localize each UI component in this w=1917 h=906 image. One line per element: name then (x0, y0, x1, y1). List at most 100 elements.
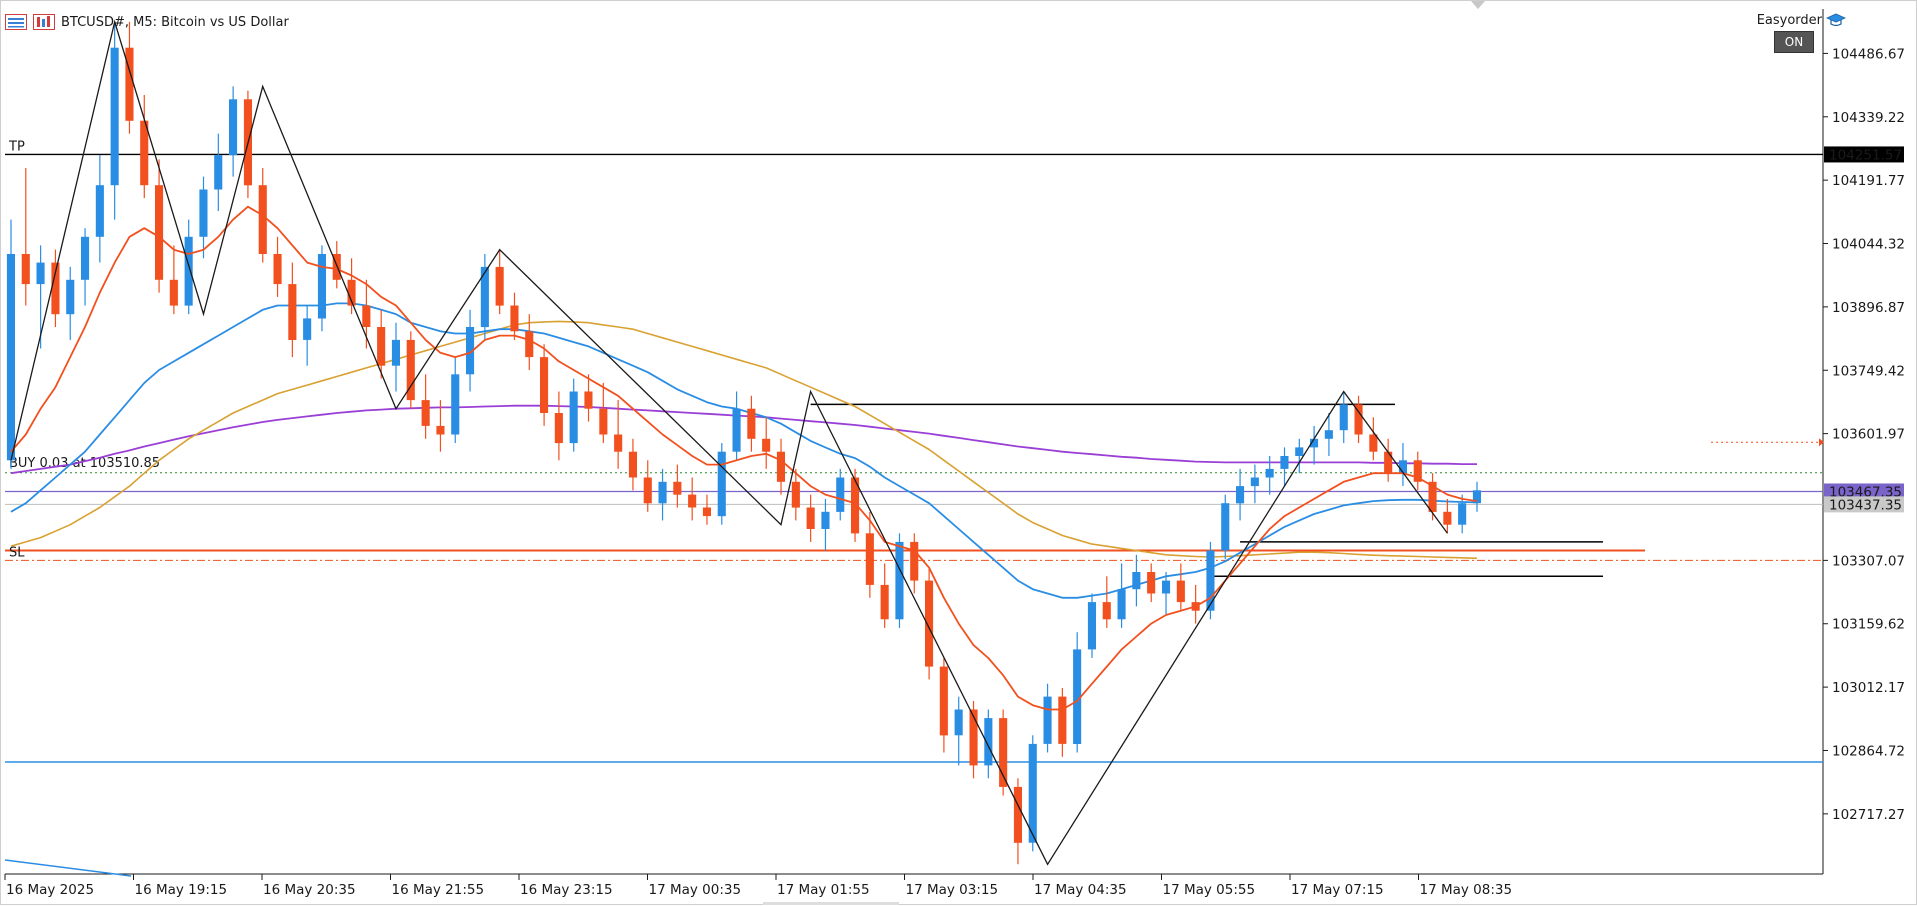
candle-body (643, 477, 652, 504)
candle-body (688, 494, 697, 508)
candle-body (747, 408, 756, 439)
sl-label: SL (9, 546, 25, 561)
price-tick-label: 102717.27 (1832, 807, 1905, 823)
candle-body (140, 120, 149, 186)
graduation-cap-icon[interactable] (1826, 12, 1846, 28)
candle-body (554, 413, 563, 444)
candle-body (480, 266, 489, 328)
candle-body (954, 709, 963, 736)
candle-body (6, 254, 16, 461)
candle-body (939, 666, 948, 736)
candle-body (865, 533, 874, 585)
candle-body (762, 438, 771, 452)
chart-menu-icon[interactable] (5, 14, 27, 30)
candle-body (584, 391, 593, 409)
time-tick-label: 17 May 04:35 (1034, 882, 1127, 898)
time-tick-label: 16 May 2025 (6, 882, 94, 898)
candle-body (1295, 447, 1304, 456)
time-tick-label: 16 May 21:55 (392, 882, 485, 898)
candle-body (406, 339, 415, 401)
indicators-icon[interactable] (33, 14, 55, 30)
candle-body (1472, 490, 1481, 504)
candle-body (288, 284, 297, 340)
time-tick-label: 16 May 20:35 (263, 882, 356, 898)
candle-body (1384, 451, 1393, 474)
candle-body (732, 408, 741, 452)
entry-label: BUY 0.03 at 103510.85 (9, 456, 160, 471)
candle-body (184, 236, 193, 306)
candle-body (540, 357, 549, 413)
time-tick-label: 17 May 00:35 (649, 882, 742, 898)
candle-body (999, 718, 1008, 787)
candle-body (36, 262, 45, 285)
candle-body (303, 318, 312, 340)
candle-body (1087, 602, 1096, 650)
candle-body (214, 155, 223, 190)
candle-body (836, 477, 845, 512)
candle-body (125, 47, 134, 121)
candle-body (377, 327, 386, 366)
time-tick-label: 16 May 19:15 (135, 882, 228, 898)
candle-body (806, 507, 815, 529)
candle-body (495, 266, 504, 306)
candle-body (1132, 572, 1141, 590)
candle-body (95, 185, 104, 237)
candle-body (66, 279, 75, 315)
tp-label: TP (8, 139, 25, 154)
chart-shift-marker-icon[interactable] (1469, 1, 1487, 11)
price-tick-label: 104486.67 (1832, 46, 1905, 62)
candle-body (851, 477, 860, 534)
candle-body (51, 262, 60, 315)
candle-body (436, 425, 445, 435)
candle-body (273, 254, 282, 285)
candle-body (791, 481, 800, 508)
candle-body (969, 709, 978, 766)
candle-body (451, 374, 460, 435)
candle-body (1443, 511, 1452, 525)
candle-body (569, 391, 578, 444)
candle-body (1206, 550, 1215, 611)
candle-body (821, 511, 830, 529)
candle-body (1013, 786, 1022, 843)
candle-body (628, 451, 637, 478)
candle-body (776, 451, 785, 482)
candle-body (1339, 404, 1348, 431)
horizontal-scrollbar[interactable] (763, 902, 899, 905)
candle-body (110, 47, 119, 186)
candle-body (421, 400, 430, 426)
price-tag-box (1824, 483, 1904, 500)
candle-body (21, 254, 30, 285)
candle-body (155, 185, 164, 280)
candle-body (658, 481, 667, 504)
candle-body (1369, 434, 1378, 452)
easyorder-on-button[interactable]: ON (1774, 31, 1814, 53)
candle-body (599, 408, 608, 435)
price-tag-label: 103437.35 (1829, 497, 1902, 513)
candle-body (717, 451, 726, 517)
candle-body (1250, 477, 1259, 487)
candle-body (81, 236, 90, 280)
time-tick-label: 17 May 08:35 (1420, 882, 1513, 898)
price-tag-box (1824, 146, 1904, 163)
price-tick-label: 104339.22 (1832, 110, 1905, 126)
candle-body (466, 327, 475, 375)
candle-body (910, 541, 919, 581)
price-tick-label: 102864.72 (1832, 743, 1905, 759)
price-tick-label: 103749.42 (1832, 363, 1905, 379)
candle-body (880, 584, 889, 620)
candle-body (1413, 460, 1422, 482)
candle-body (1058, 696, 1067, 744)
time-tick-label: 17 May 03:15 (906, 882, 999, 898)
price-tick-label: 103159.62 (1832, 617, 1905, 633)
candle-body (1428, 481, 1437, 512)
candle-body (984, 718, 993, 766)
pending-order-arrow-icon (1819, 438, 1824, 447)
easyorder-panel: Easyorder (1757, 12, 1846, 28)
candle-body (391, 339, 400, 366)
candle-body (1310, 438, 1319, 448)
candle-body (895, 541, 904, 620)
price-tag-box (1824, 496, 1904, 513)
price-tick-label: 104044.32 (1832, 237, 1905, 253)
